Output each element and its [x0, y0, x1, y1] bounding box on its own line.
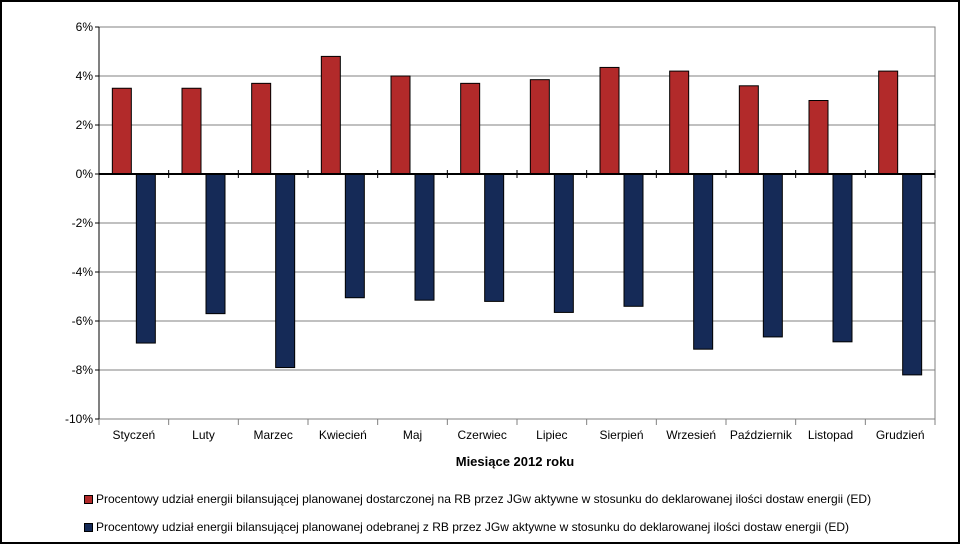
axes: [95, 26, 936, 425]
x-tick-label: Wrzesień: [666, 428, 716, 442]
bar-delivered: [111, 87, 132, 175]
bar-received: [484, 173, 505, 302]
legend-item-1: Procentowy udział energii bilansującej p…: [84, 492, 871, 506]
x-tick-label: Grudzień: [876, 428, 925, 442]
bar-received: [275, 173, 296, 369]
bar-delivered: [808, 100, 829, 175]
legend-swatch-2: [84, 522, 93, 532]
bar-delivered: [181, 87, 202, 175]
bar-received: [344, 173, 365, 299]
bar-delivered: [320, 55, 341, 175]
x-tick-label: Listopad: [808, 428, 853, 442]
x-axis-title: Miesiące 2012 roku: [456, 454, 575, 469]
x-tick-labels: Styczeń Luty Marzec Kwiecień Maj Czerwiec Lipi…: [112, 428, 924, 442]
y-tick-label: 0%: [76, 167, 94, 181]
y-tick-label: 6%: [76, 20, 94, 34]
x-tick-label: Styczeń: [112, 428, 155, 442]
bar-delivered: [878, 70, 899, 175]
x-tick-label: Kwiecień: [319, 428, 367, 442]
bar-received: [693, 173, 714, 350]
bar-received: [902, 173, 923, 376]
bar-received: [205, 173, 226, 315]
bar-delivered: [390, 75, 411, 175]
legend-swatch-1: [84, 494, 93, 504]
y-tick-label: -8%: [72, 363, 94, 377]
bar-received: [414, 173, 435, 301]
y-tick-label: 2%: [76, 118, 94, 132]
bar-received: [762, 173, 783, 338]
x-tick-label: Lipiec: [536, 428, 567, 442]
x-tick-label: Maj: [403, 428, 422, 442]
y-tick-label: -6%: [72, 314, 94, 328]
y-tick-label: -4%: [72, 265, 94, 279]
y-tick-label: -10%: [65, 412, 93, 426]
legend-label-2: Procentowy udział energii bilansującej p…: [96, 520, 850, 534]
x-tick-label: Luty: [192, 428, 215, 442]
bar-delivered: [529, 79, 550, 175]
bar-delivered: [599, 66, 620, 175]
x-tick-label: Sierpień: [599, 428, 643, 442]
bar-received: [623, 173, 644, 307]
x-tick-label: Marzec: [253, 428, 292, 442]
bars: [111, 55, 923, 376]
bar-delivered: [669, 70, 690, 175]
x-tick-label: Czerwiec: [457, 428, 506, 442]
y-tick-labels: 6% 4% 2% 0% -2% -4% -6% -8% -10%: [65, 20, 93, 426]
bar-received: [832, 173, 853, 343]
bar-delivered: [460, 82, 481, 175]
y-tick-label: -2%: [72, 216, 94, 230]
legend-item-2: Procentowy udział energii bilansującej p…: [84, 520, 849, 534]
y-tick-label: 4%: [76, 69, 94, 83]
bar-delivered: [251, 82, 272, 175]
bar-received: [135, 173, 156, 344]
bar-delivered: [738, 85, 759, 175]
x-tick-label: Październik: [730, 428, 793, 442]
legend-label-1: Procentowy udział energii bilansującej p…: [96, 492, 872, 506]
bar-received: [553, 173, 574, 313]
